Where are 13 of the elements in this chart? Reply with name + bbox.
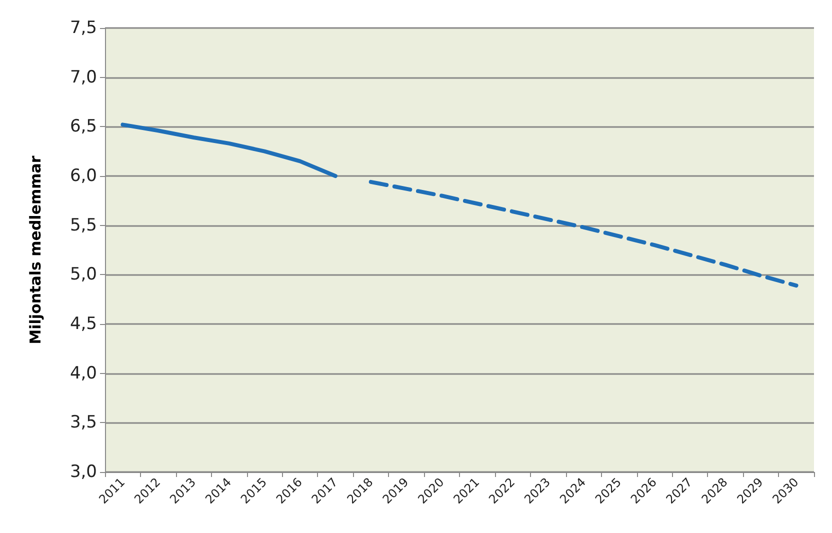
y-tick-label: 3,5 (70, 412, 97, 433)
y-tick-label: 4,5 (70, 314, 97, 334)
y-axis-title: Miljontals medlemmar (26, 155, 44, 344)
y-tick-label: 5,0 (70, 264, 97, 285)
y-tick-label: 4,0 (70, 363, 97, 384)
line-series (120, 122, 338, 178)
y-tick-label: 7,0 (70, 67, 97, 88)
y-tick-label: 5,5 (70, 215, 97, 236)
y-tick-label: 6,0 (70, 166, 97, 186)
y-tick-label: 6,5 (70, 116, 97, 137)
line-series (368, 180, 798, 288)
y-tick-label: 7,5 (70, 18, 97, 38)
y-tick-label: 3,0 (70, 462, 97, 482)
